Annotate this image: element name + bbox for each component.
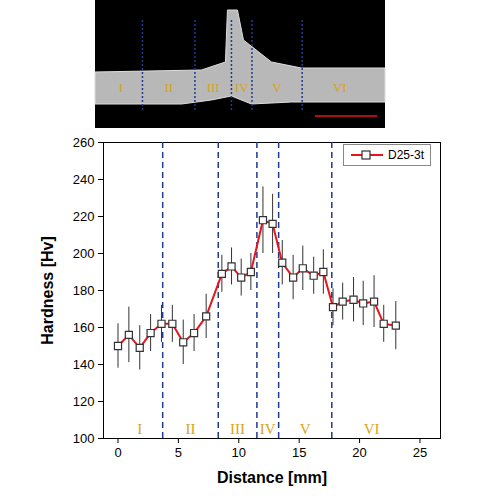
svg-text:III: III [230, 421, 245, 437]
html-text:D25-3t: D25-3t [388, 148, 424, 162]
svg-text:25: 25 [413, 445, 427, 460]
svg-text:160: 160 [73, 320, 95, 335]
svg-text:II: II [164, 80, 173, 95]
svg-text:III: III [207, 80, 220, 95]
svg-text:IV: IV [235, 80, 249, 95]
svg-text:180: 180 [73, 283, 95, 298]
svg-text:240: 240 [73, 172, 95, 187]
svg-text:I: I [119, 80, 123, 95]
svg-text:0: 0 [114, 445, 121, 460]
svg-text:VI: VI [333, 80, 347, 95]
svg-text:5: 5 [175, 445, 182, 460]
svg-text:100: 100 [73, 431, 95, 446]
svg-text:V: V [272, 80, 282, 95]
svg-text:VI: VI [364, 421, 380, 437]
svg-text:I: I [137, 421, 142, 437]
svg-text:260: 260 [73, 135, 95, 150]
svg-text:10: 10 [232, 445, 246, 460]
svg-text:120: 120 [73, 394, 95, 409]
svg-text:200: 200 [73, 246, 95, 261]
svg-text:220: 220 [73, 209, 95, 224]
svg-text:II: II [185, 421, 195, 437]
svg-text:V: V [300, 421, 311, 437]
svg-text:140: 140 [73, 357, 95, 372]
svg-text:IV: IV [260, 421, 276, 437]
svg-text:15: 15 [292, 445, 306, 460]
svg-text:Distance [mm]: Distance [mm] [217, 469, 327, 486]
svg-text:Hardness [Hv]: Hardness [Hv] [39, 236, 56, 344]
svg-text:20: 20 [352, 445, 366, 460]
